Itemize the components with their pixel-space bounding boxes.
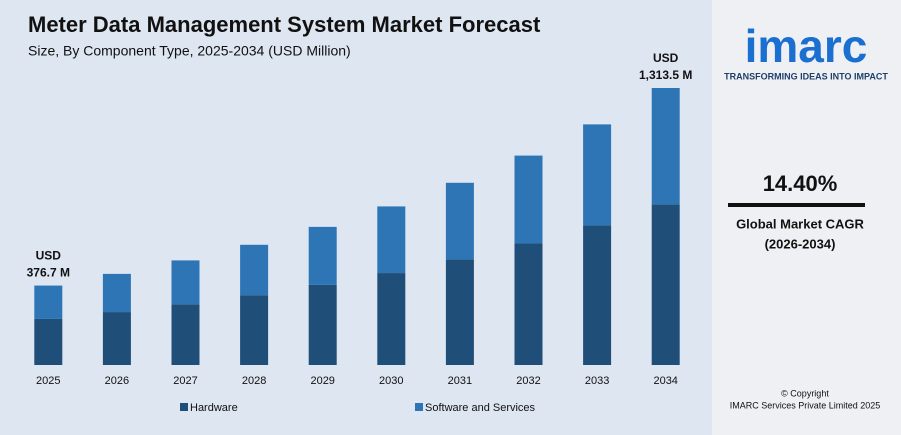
legend-swatch: [415, 403, 423, 411]
bar-segment: [308, 284, 337, 365]
bar-segment: [583, 225, 612, 365]
total-label: 376.7 M: [27, 266, 70, 280]
bar-segment: [514, 243, 543, 365]
bar-segment: [583, 124, 612, 226]
x-tick-label: 2031: [448, 375, 472, 387]
bar-segment: [651, 204, 680, 365]
x-tick-label: 2032: [516, 375, 540, 387]
x-tick-label: 2033: [585, 375, 609, 387]
divider: [728, 203, 865, 207]
total-label: USD: [36, 249, 62, 263]
bar-segment: [34, 285, 63, 319]
copyright: © Copyright: [781, 388, 829, 398]
bar-segment: [102, 312, 131, 365]
cagr-period: (2026-2034): [765, 236, 836, 251]
bar-segment: [377, 206, 406, 274]
bar-segment: [651, 88, 680, 205]
total-label: 1,313.5 M: [639, 68, 692, 82]
total-label: USD: [653, 51, 679, 65]
legend-label: Software and Services: [425, 402, 536, 414]
x-tick-label: 2034: [653, 375, 677, 387]
x-tick-label: 2030: [379, 375, 403, 387]
legend-swatch: [180, 403, 188, 411]
tagline: TRANSFORMING IDEAS INTO IMPACT: [724, 71, 888, 81]
bar-segment: [445, 259, 474, 365]
bar-segment: [308, 226, 337, 285]
chart-title: Meter Data Management System Market Fore…: [28, 12, 541, 37]
logo: imarc: [745, 20, 868, 72]
x-tick-label: 2026: [105, 375, 129, 387]
x-tick-label: 2029: [310, 375, 334, 387]
bar-segment: [514, 155, 543, 244]
chart-subtitle: Size, By Component Type, 2025-2034 (USD …: [28, 43, 351, 59]
bar-segment: [102, 273, 131, 313]
x-tick-label: 2025: [36, 375, 60, 387]
bar-segment: [171, 260, 200, 305]
bar-segment: [445, 182, 474, 260]
cagr-label: Global Market CAGR: [736, 216, 864, 231]
bar-segment: [240, 244, 269, 296]
x-tick-label: 2027: [173, 375, 197, 387]
bar-segment: [34, 318, 63, 365]
x-tick-label: 2028: [242, 375, 266, 387]
cagr-value: 14.40%: [763, 171, 838, 196]
company: IMARC Services Private Limited 2025: [730, 400, 881, 410]
bar-segment: [377, 273, 406, 365]
side-panel: [712, 0, 901, 435]
bar-segment: [240, 295, 269, 365]
legend-label: Hardware: [190, 402, 238, 414]
bar-segment: [171, 304, 200, 365]
